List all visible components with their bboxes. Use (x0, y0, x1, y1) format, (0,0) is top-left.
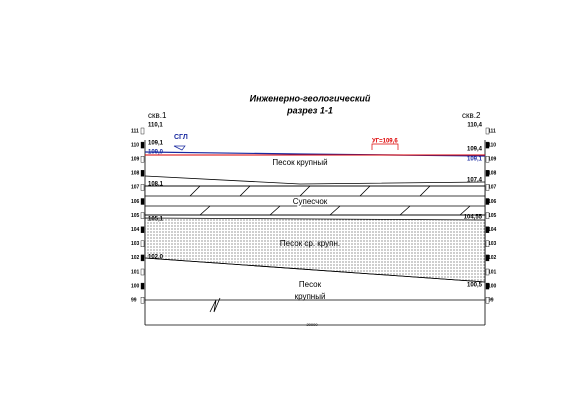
scale-label: 104 (131, 227, 140, 233)
elevation-label: 104,55 (464, 215, 483, 221)
scale-label: 110 (131, 142, 139, 148)
scale-tick (140, 141, 145, 149)
elevation-label: 102,0 (148, 255, 164, 261)
scale-tick (485, 155, 490, 163)
scale-label: 106 (131, 199, 140, 205)
scale-label: 109 (488, 157, 497, 163)
scale-label: 100 (131, 283, 140, 289)
scale-label: 99 (488, 298, 494, 304)
scale-tick (485, 184, 490, 191)
elevation-label: 110,1 (148, 123, 163, 129)
elevation-label: 107,4 (467, 178, 483, 184)
scale-label: 108 (488, 171, 497, 177)
elevation-label: 100,5 (467, 283, 483, 289)
scale-tick (140, 198, 145, 205)
footer: 20000 (306, 322, 318, 327)
well-name: скв.1 (148, 111, 167, 120)
scale-tick (140, 268, 145, 276)
scale-label: 106 (488, 199, 497, 205)
scale-label: 103 (131, 241, 140, 247)
scale-label: 99 (131, 298, 137, 304)
scale-tick (140, 170, 145, 177)
scale-tick (140, 226, 145, 233)
elevation-label: 109,1 (467, 157, 483, 163)
layer-name: Песок крупный (272, 158, 327, 167)
scale-label: 102 (131, 255, 140, 261)
scale-label: 110 (488, 142, 496, 148)
elevation-label: 108,1 (148, 182, 164, 188)
scale-tick (485, 254, 490, 262)
scale-tick (140, 127, 145, 135)
scale-tick (140, 282, 145, 290)
title: Инженерно-геологический (250, 93, 371, 103)
ground-marker: СГЛ (174, 134, 188, 141)
elevation-label: 105,1 (148, 217, 164, 223)
scale-tick (485, 141, 490, 149)
scale-tick (140, 297, 145, 304)
scale-label: 100 (488, 283, 497, 289)
scale-tick (140, 240, 145, 248)
layer-name: Супесчок (293, 197, 328, 206)
well-name: скв.2 (462, 111, 481, 120)
scale-label: 104 (488, 227, 497, 233)
layer-name: крупный (295, 292, 326, 301)
scale-label: 101 (131, 269, 140, 275)
scale-tick (485, 297, 490, 304)
scale-tick (140, 212, 145, 219)
scale-label: 103 (488, 241, 497, 247)
layer-name: Песок ср. крупн. (280, 239, 340, 248)
scale-label: 111 (131, 128, 139, 134)
scale-tick (140, 155, 145, 163)
scale-tick (485, 127, 490, 135)
scale-label: 108 (131, 171, 140, 177)
layers (144, 143, 486, 283)
layer-name: Песок (299, 280, 322, 289)
scale-tick (485, 170, 490, 177)
scale-tick (140, 254, 145, 262)
scale-label: 105 (131, 213, 140, 219)
elevation-label: 109,0 (148, 150, 164, 156)
scale-label: 111 (488, 128, 496, 134)
elevation-label: 109,4 (467, 147, 483, 153)
scale-tick (485, 240, 490, 248)
scale-tick (485, 226, 490, 233)
scale-tick (485, 212, 490, 219)
scale-label: 109 (131, 157, 140, 163)
scale-label: 101 (488, 269, 497, 275)
elevation-label: 110,4 (467, 123, 482, 129)
labels: Инженерно-геологический разрез 1-1 скв.1… (148, 93, 481, 327)
scale-label: 105 (488, 213, 497, 219)
scale-tick (485, 282, 490, 290)
scale-tick (485, 268, 490, 276)
scale-label: 107 (131, 185, 140, 191)
scale-label: 102 (488, 255, 497, 261)
title: разрез 1-1 (286, 105, 333, 115)
elevation-label: 109,1 (148, 141, 164, 147)
scale-tick (485, 198, 490, 205)
scale-label: 107 (488, 185, 497, 191)
water-level: УГ=109,6 (372, 139, 398, 145)
scale-tick (140, 184, 145, 191)
